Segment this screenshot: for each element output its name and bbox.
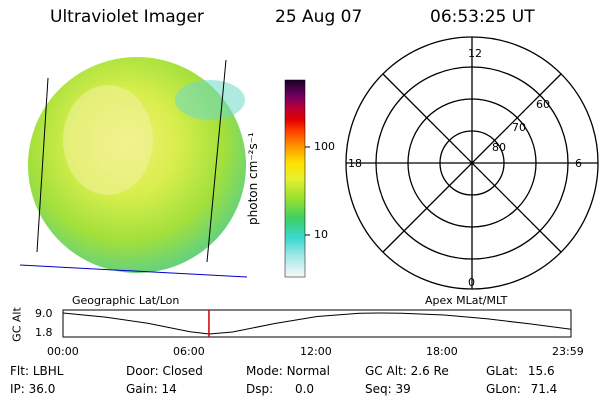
colorbar bbox=[284, 79, 310, 278]
gcalt-value: 2.6 Re bbox=[410, 364, 449, 378]
door-value: Closed bbox=[162, 364, 203, 378]
glat-field: GLat: 15.6 bbox=[486, 364, 555, 378]
door-field: Door: Closed bbox=[126, 364, 203, 378]
glat-value: 15.6 bbox=[527, 364, 555, 378]
uv-earth-image bbox=[19, 57, 248, 278]
glon-value: 71.4 bbox=[530, 382, 558, 396]
seq-value: 39 bbox=[395, 382, 411, 396]
mlt-label-12: 12 bbox=[468, 47, 482, 60]
colorbar-unit-label: photon cm⁻²s⁻¹ bbox=[246, 132, 260, 225]
dsp-value: 0.0 bbox=[294, 382, 315, 396]
mlt-label-0: 0 bbox=[468, 276, 475, 289]
seq-field: Seq: 39 bbox=[365, 382, 411, 396]
date-label: 25 Aug 07 bbox=[275, 7, 363, 27]
lat-label-60: 60 bbox=[536, 98, 550, 111]
glat-label: GLat: bbox=[486, 364, 519, 378]
flt-field: Flt: LBHL bbox=[10, 364, 63, 378]
door-label: Door: bbox=[126, 364, 159, 378]
ip-value: 36.0 bbox=[28, 382, 56, 396]
gcalt-label: GC Alt: bbox=[365, 364, 407, 378]
mode-label: Mode: bbox=[246, 364, 283, 378]
mlt-label-6: 6 bbox=[575, 157, 582, 170]
timeline-xtick-0: 00:00 bbox=[47, 345, 79, 358]
gain-label: Gain: bbox=[126, 382, 158, 396]
seq-label: Seq: bbox=[365, 382, 392, 396]
flt-label: Flt: bbox=[10, 364, 29, 378]
timeline-frame bbox=[62, 309, 572, 338]
timeline-xtick-1: 06:00 bbox=[173, 345, 205, 358]
mode-value: Normal bbox=[286, 364, 330, 378]
polar-plot bbox=[345, 36, 599, 290]
timeline-ytick-max: 9.0 bbox=[35, 307, 53, 320]
latitude-line bbox=[19, 264, 248, 278]
gain-field: Gain: 14 bbox=[126, 382, 177, 396]
lat-label-70: 70 bbox=[512, 121, 526, 134]
mlt-label-18: 18 bbox=[348, 157, 362, 170]
instrument-title: Ultraviolet Imager bbox=[50, 7, 204, 27]
gcalt-field: GC Alt: 2.6 Re bbox=[365, 364, 449, 378]
dsp-field: Dsp: 0.0 bbox=[246, 382, 314, 396]
timeline-xtick-4: 23:59 bbox=[552, 345, 584, 358]
timeline-ytick-min: 1.8 bbox=[35, 326, 53, 339]
timeline-ylabel: GC Alt bbox=[10, 307, 24, 342]
polar-diagonal-2 bbox=[382, 73, 562, 253]
ip-label: IP: bbox=[10, 382, 25, 396]
colorbar-gradient bbox=[284, 79, 306, 278]
dsp-label: Dsp: bbox=[246, 382, 274, 396]
gain-value: 14 bbox=[161, 382, 177, 396]
lat-label-80: 80 bbox=[492, 141, 506, 154]
timeline-plot bbox=[62, 309, 572, 338]
glon-field: GLon: 71.4 bbox=[486, 382, 557, 396]
earth-limb-glow bbox=[175, 80, 245, 120]
altitude-curve bbox=[62, 312, 572, 335]
geographic-label: Geographic Lat/Lon bbox=[72, 294, 180, 307]
colorbar-label-100: 100 bbox=[314, 140, 335, 153]
glon-label: GLon: bbox=[486, 382, 521, 396]
time-label: 06:53:25 UT bbox=[430, 7, 535, 27]
colorbar-label-10: 10 bbox=[314, 228, 328, 241]
meridian-right bbox=[206, 59, 227, 263]
timeline-xtick-2: 12:00 bbox=[300, 345, 332, 358]
apex-label: Apex MLat/MLT bbox=[425, 294, 508, 307]
flt-value: LBHL bbox=[32, 364, 64, 378]
mode-field: Mode: Normal bbox=[246, 364, 330, 378]
ip-field: IP: 36.0 bbox=[10, 382, 55, 396]
meridian-left bbox=[36, 77, 49, 253]
timeline-xtick-3: 18:00 bbox=[426, 345, 458, 358]
earth-bright-region bbox=[63, 85, 153, 195]
